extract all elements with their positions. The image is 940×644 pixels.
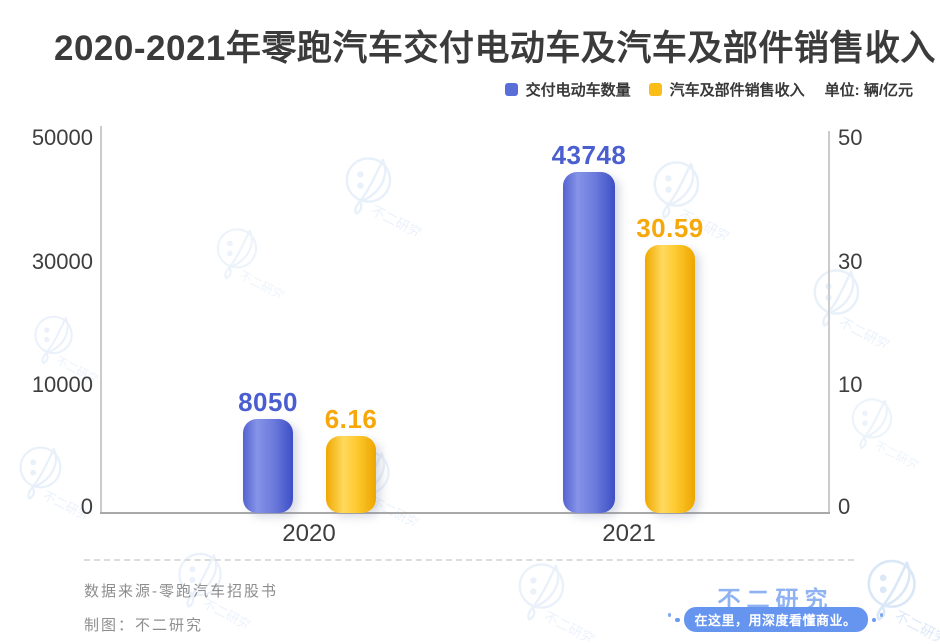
right-axis-tick: 10	[838, 372, 863, 397]
legend-swatch-revenue	[648, 83, 662, 96]
watermark-icon	[838, 390, 930, 468]
legend-label-revenue: 汽车及部件销售收入	[669, 82, 805, 99]
left-axis-tick: 10000	[31, 372, 93, 397]
bar-deliveries-2020	[243, 419, 293, 513]
legend-swatch-deliveries	[504, 83, 518, 96]
watermark-icon	[503, 554, 607, 642]
left-axis-tick: 30000	[31, 249, 93, 274]
axis-unit-label: 单位: 辆/亿元	[824, 82, 913, 99]
x-axis-line	[100, 512, 830, 514]
decorative-dash	[668, 612, 671, 617]
brand-tagline-badge: 在这里，用深度看懂商业。	[683, 607, 868, 632]
watermark-icon	[203, 220, 295, 298]
legend-label-deliveries: 交付电动车数量	[525, 82, 631, 99]
credit-text: 制图：不二研究	[84, 617, 204, 634]
left-axis-tick: 0	[80, 494, 93, 519]
x-axis-label-2020: 2020	[282, 520, 336, 547]
decorative-dash	[880, 612, 884, 617]
y-axis-right-line	[828, 131, 830, 513]
page-title: 2020-2021年零跑汽车交付电动车及汽车及部件销售收入	[54, 29, 936, 68]
right-axis-tick: 50	[838, 125, 863, 150]
bar-revenue-2021	[645, 245, 695, 513]
footer-divider	[84, 559, 854, 561]
y-axis-left-line	[100, 126, 102, 513]
brand-tagline-row: 在这里，用深度看懂商业。	[668, 607, 884, 632]
decorative-dash	[871, 617, 877, 622]
right-axis-tick: 30	[838, 249, 863, 274]
bar-value-revenue-2021: 30.59	[636, 213, 704, 243]
bar-revenue-2020	[326, 436, 376, 513]
bar-value-deliveries-2021: 43748	[551, 140, 627, 170]
watermark-icon	[330, 148, 434, 236]
x-axis-label-2021: 2021	[602, 520, 656, 547]
watermark-icon	[21, 308, 109, 382]
decorative-dash	[674, 617, 680, 622]
bar-value-deliveries-2020: 8050	[238, 387, 298, 417]
bar-deliveries-2021	[563, 172, 615, 513]
bar-value-revenue-2020: 6.16	[324, 404, 378, 434]
chart-legend: 交付电动车数量 汽车及部件销售收入 单位: 辆/亿元	[504, 79, 913, 100]
right-axis-tick: 0	[838, 494, 851, 519]
left-axis-tick: 50000	[31, 125, 93, 150]
data-source-text: 数据来源-零跑汽车招股书	[84, 583, 278, 600]
